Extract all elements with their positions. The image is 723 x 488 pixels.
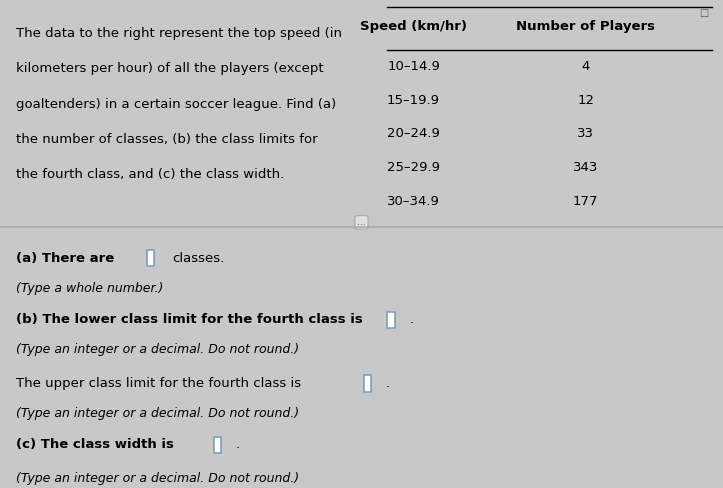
Text: 15–19.9: 15–19.9: [387, 94, 440, 107]
Text: goaltenders) in a certain soccer league. Find (a): goaltenders) in a certain soccer league.…: [16, 98, 336, 111]
Text: (Type an integer or a decimal. Do not round.): (Type an integer or a decimal. Do not ro…: [16, 472, 299, 486]
Text: .: .: [409, 313, 414, 326]
Text: (b) The lower class limit for the fourth class is: (b) The lower class limit for the fourth…: [16, 313, 363, 326]
Text: 10–14.9: 10–14.9: [387, 60, 440, 73]
Text: ...: ...: [357, 218, 366, 227]
Text: 30–34.9: 30–34.9: [387, 195, 440, 207]
Text: 25–29.9: 25–29.9: [387, 161, 440, 174]
Text: □: □: [699, 8, 709, 18]
Text: Speed (km/hr): Speed (km/hr): [360, 20, 467, 33]
Text: The upper class limit for the fourth class is: The upper class limit for the fourth cla…: [16, 377, 301, 390]
Text: (c) The class width is: (c) The class width is: [16, 438, 174, 451]
Text: 343: 343: [573, 161, 599, 174]
Text: 177: 177: [573, 195, 599, 207]
Text: .: .: [385, 377, 390, 390]
Text: (a) There are: (a) There are: [16, 252, 114, 265]
Text: (Type an integer or a decimal. Do not round.): (Type an integer or a decimal. Do not ro…: [16, 407, 299, 420]
Text: 20–24.9: 20–24.9: [387, 127, 440, 141]
Text: 33: 33: [577, 127, 594, 141]
Text: kilometers per hour) of all the players (except: kilometers per hour) of all the players …: [16, 62, 323, 76]
Text: Number of Players: Number of Players: [516, 20, 655, 33]
Text: the fourth class, and (c) the class width.: the fourth class, and (c) the class widt…: [16, 168, 284, 181]
Text: 12: 12: [577, 94, 594, 107]
Text: (Type an integer or a decimal. Do not round.): (Type an integer or a decimal. Do not ro…: [16, 343, 299, 356]
Text: classes.: classes.: [172, 252, 224, 265]
Text: .: .: [236, 438, 240, 451]
Text: the number of classes, (b) the class limits for: the number of classes, (b) the class lim…: [16, 133, 317, 146]
Text: (Type a whole number.): (Type a whole number.): [16, 282, 163, 295]
Text: 4: 4: [581, 60, 590, 73]
Text: The data to the right represent the top speed (in: The data to the right represent the top …: [16, 27, 342, 40]
